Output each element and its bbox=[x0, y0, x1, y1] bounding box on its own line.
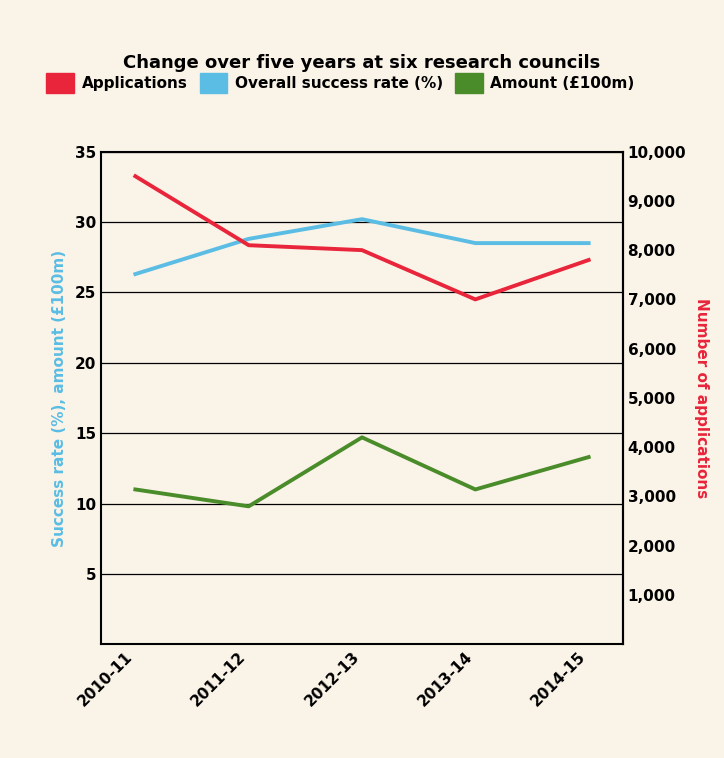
Legend: Applications, Overall success rate (%), Amount (£100m): Applications, Overall success rate (%), … bbox=[46, 73, 634, 92]
Y-axis label: Success rate (%), amount (£100m): Success rate (%), amount (£100m) bbox=[52, 249, 67, 547]
Y-axis label: Number of applications: Number of applications bbox=[694, 298, 710, 498]
Title: Change over five years at six research councils: Change over five years at six research c… bbox=[123, 55, 601, 72]
